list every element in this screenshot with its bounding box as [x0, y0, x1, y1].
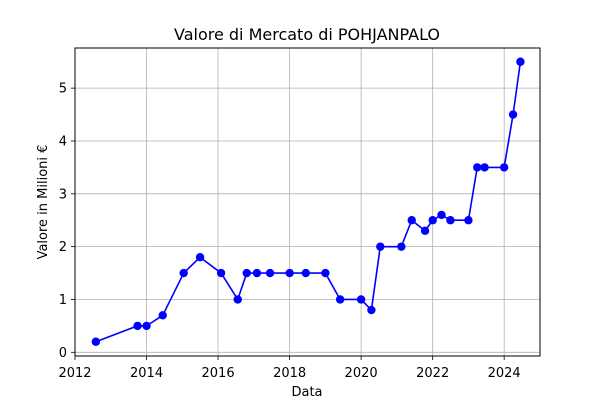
data-point	[265, 268, 275, 278]
data-point	[480, 163, 489, 172]
data-point	[335, 295, 345, 304]
x-tick-label: 2018	[273, 366, 306, 381]
x-tick-label: 2014	[130, 366, 163, 381]
grid	[74, 48, 540, 356]
data-point	[216, 268, 226, 278]
data-point	[91, 337, 101, 346]
data-point	[508, 110, 518, 119]
data-point	[420, 226, 430, 235]
data-point	[407, 216, 416, 225]
data-point	[516, 57, 525, 66]
data-point	[437, 210, 446, 220]
x-axis-label: Data	[291, 385, 322, 400]
data-point	[321, 268, 330, 278]
x-tick-label: 2022	[416, 366, 449, 381]
data-point	[242, 268, 251, 278]
y-tick-label: 5	[59, 82, 67, 97]
series-group	[91, 57, 525, 346]
y-axis-label: Valore in Milioni €	[36, 145, 51, 260]
data-point	[195, 253, 205, 262]
y-tick-label: 1	[59, 293, 67, 308]
x-tick-label: 2016	[202, 366, 235, 381]
data-point	[233, 295, 242, 304]
x-tick-label: 2012	[58, 366, 91, 381]
data-point	[464, 216, 473, 225]
data-point	[142, 321, 151, 331]
data-point	[446, 216, 455, 225]
data-point	[367, 305, 376, 315]
y-tick-label: 3	[59, 187, 67, 202]
data-point	[376, 242, 385, 251]
axis-ticks: 2012 2014 2016 2018 2020 2022 2024 0 1 2 3 4 5	[58, 82, 520, 381]
data-point	[473, 163, 482, 172]
x-tick-label: 2020	[345, 366, 378, 381]
data-point	[285, 268, 294, 278]
data-point	[252, 268, 262, 278]
data-point	[133, 321, 142, 331]
data-point	[428, 216, 437, 225]
data-point	[397, 242, 406, 251]
y-tick-label: 2	[59, 240, 67, 255]
data-point	[301, 268, 310, 278]
x-tick-label: 2024	[488, 366, 521, 381]
data-point	[356, 295, 366, 304]
data-point	[179, 268, 188, 278]
data-point	[499, 163, 509, 172]
chart-title: Valore di Mercato di POHJANPALO	[174, 25, 440, 44]
y-tick-label: 0	[59, 346, 67, 361]
data-point	[158, 311, 167, 320]
plot-frame	[74, 47, 541, 357]
y-tick-label: 4	[59, 134, 67, 149]
